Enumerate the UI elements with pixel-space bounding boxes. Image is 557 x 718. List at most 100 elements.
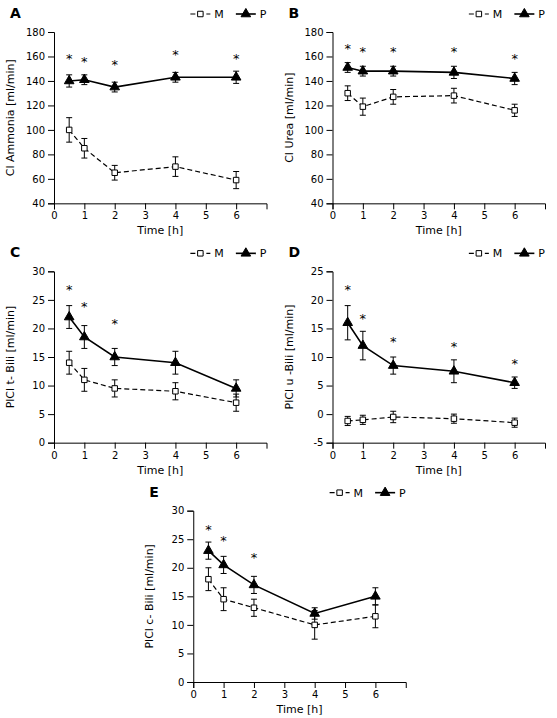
legend-swatch-marker	[198, 251, 203, 256]
axis-line	[333, 204, 546, 210]
tick-label: 2	[251, 689, 257, 700]
tick: 5	[482, 443, 488, 461]
series-line	[348, 417, 515, 423]
annotation: *	[390, 334, 397, 349]
tick: 3	[421, 443, 427, 461]
tick: 40	[311, 198, 333, 209]
tick-mark	[206, 203, 207, 209]
tick-label: 0	[330, 450, 336, 461]
annotations: *****	[344, 41, 518, 66]
point	[449, 366, 459, 374]
error-bar	[112, 380, 118, 397]
tick-label: 3	[142, 210, 148, 221]
tick: 10	[172, 620, 194, 631]
tick: 120	[304, 100, 332, 111]
tick: 15	[311, 323, 333, 334]
tick-mark	[327, 154, 333, 155]
tick: 0	[191, 682, 197, 700]
x-axis: 0123456	[51, 203, 267, 221]
tick-label: 1	[221, 689, 227, 700]
tick-mark	[327, 386, 333, 387]
tick: 5	[317, 380, 332, 391]
legend-swatch-marker	[520, 248, 530, 256]
series	[204, 542, 381, 619]
tick-mark	[187, 682, 193, 683]
tick-label: 1	[82, 210, 88, 221]
tick: 5	[178, 648, 193, 659]
title: A	[10, 5, 21, 21]
annotation: *	[205, 522, 212, 537]
tick-mark	[315, 682, 316, 688]
tick: 4	[451, 443, 457, 461]
point	[219, 559, 229, 567]
point	[64, 311, 74, 319]
tick: 140	[26, 76, 54, 87]
tick: 2	[112, 203, 118, 221]
legend-entry: P	[375, 487, 406, 500]
tick-mark	[48, 271, 54, 272]
annotation: *	[172, 47, 179, 62]
point	[64, 75, 74, 83]
tick-mark	[48, 300, 54, 301]
marks	[64, 71, 241, 188]
series-line	[69, 130, 236, 180]
error-bar	[112, 165, 118, 180]
tick-label: 5	[482, 450, 488, 461]
point	[66, 127, 71, 132]
tick-label: 80	[311, 149, 324, 160]
legend-entry: P	[514, 247, 545, 260]
point	[512, 420, 517, 425]
tick-label: -5	[314, 437, 324, 448]
annotation: *	[344, 282, 351, 297]
tick-mark	[48, 414, 54, 415]
panel: 0123456051015202530Time [h]PlCl c- Bili …	[143, 484, 406, 716]
tick-mark	[424, 443, 425, 449]
tick-label: 0	[39, 437, 45, 448]
tick-label: 0	[317, 409, 323, 420]
error-bar	[221, 588, 227, 611]
tick: 3	[282, 682, 288, 700]
error-bar	[345, 86, 351, 101]
tick: 1	[221, 682, 227, 700]
point	[312, 622, 317, 627]
tick-mark	[187, 539, 193, 540]
marks	[343, 306, 520, 428]
axis-line	[48, 33, 55, 204]
error-bar	[205, 568, 211, 591]
legend-entry: M	[469, 8, 503, 21]
annotation: *	[220, 533, 227, 548]
annotation: *	[251, 550, 258, 565]
annotation: *	[360, 311, 367, 326]
tick-label: 140	[26, 76, 45, 87]
tick: 5	[39, 409, 54, 420]
tick-label: 4	[451, 450, 457, 461]
tick-label: 40	[311, 198, 324, 209]
tick: 160	[304, 51, 332, 62]
tick-mark	[48, 386, 54, 387]
annotation: *	[81, 54, 88, 69]
point	[371, 591, 381, 599]
annotation: *	[81, 299, 88, 314]
point	[310, 608, 320, 616]
tick-mark	[236, 203, 237, 209]
tick-mark	[48, 81, 54, 82]
tick-label: 4	[173, 450, 179, 461]
tick-label: 160	[304, 51, 323, 62]
point	[66, 360, 71, 365]
tick-label: 5	[342, 689, 348, 700]
point	[512, 108, 517, 113]
series-line	[69, 363, 236, 403]
tick-mark	[363, 203, 364, 209]
title: B	[289, 5, 300, 21]
tick-label: 4	[451, 210, 457, 221]
tick: 30	[32, 266, 54, 277]
legend-entry: P	[236, 8, 267, 21]
annotation: *	[511, 356, 518, 371]
legend-label: M	[354, 487, 364, 500]
tick-mark	[363, 443, 364, 449]
tick-mark	[327, 414, 333, 415]
tick: 2	[112, 443, 118, 461]
tick-label: 160	[26, 51, 45, 62]
tick-label: 180	[304, 27, 323, 38]
tick-label: 25	[311, 266, 324, 277]
